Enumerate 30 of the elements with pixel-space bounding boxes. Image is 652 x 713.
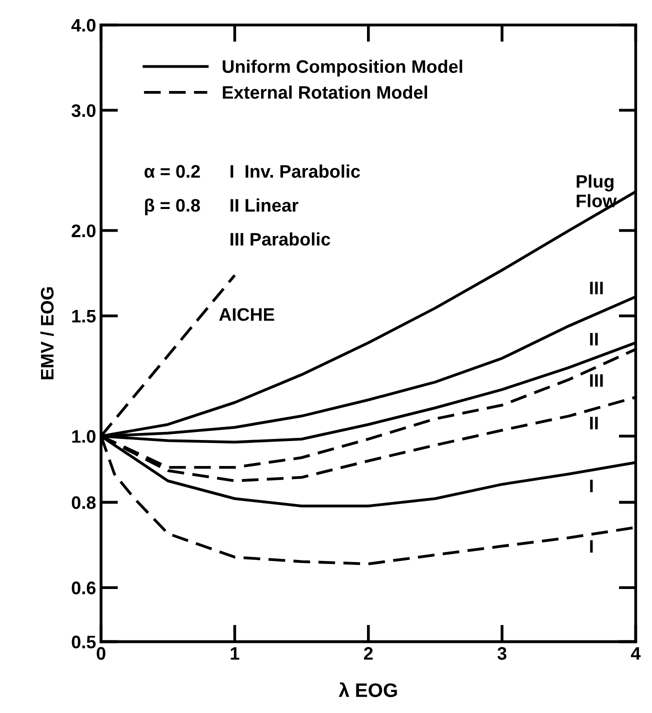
y-tick-label: 0.6 xyxy=(72,582,96,594)
y-tick-label: 0.8 xyxy=(72,496,96,510)
annotation: II Linear xyxy=(230,198,298,212)
annotation: I xyxy=(590,480,593,492)
annotation: I Inv. Parabolic xyxy=(230,164,360,178)
x-tick-label: 3 xyxy=(497,647,506,660)
annotation: II xyxy=(590,416,598,430)
y-tick-label: 4.0 xyxy=(71,18,96,32)
annotation: III Parabolic xyxy=(230,232,330,246)
legend-label: External Rotation Model xyxy=(222,86,428,99)
annotation: AICHE xyxy=(219,308,274,321)
annotation: Plug Flow xyxy=(576,174,617,208)
y-tick-label: 2.0 xyxy=(72,224,96,238)
x-axis-title: λ EOG xyxy=(338,682,397,698)
annotation: I xyxy=(590,540,593,553)
annotation: II xyxy=(590,332,598,346)
x-tick-label: 2 xyxy=(364,647,373,660)
y-tick-label: 1.0 xyxy=(72,430,96,443)
annotation: III xyxy=(590,374,603,387)
x-tick-label: 1 xyxy=(230,647,240,660)
x-tick-label: 4 xyxy=(630,647,641,660)
y-tick-label: 0.5 xyxy=(72,636,96,648)
annotation: β = 0.8 xyxy=(145,198,200,216)
y-tick-label: 3.0 xyxy=(72,104,96,118)
x-tick-label: 0 xyxy=(96,647,106,660)
y-axis-title: EMV / EOG xyxy=(40,287,54,380)
annotation: α = 0.2 xyxy=(144,165,200,178)
legend-label: Uniform Composition Model xyxy=(222,60,462,77)
annotation: III xyxy=(590,282,603,294)
y-tick-label: 1.5 xyxy=(72,310,96,323)
